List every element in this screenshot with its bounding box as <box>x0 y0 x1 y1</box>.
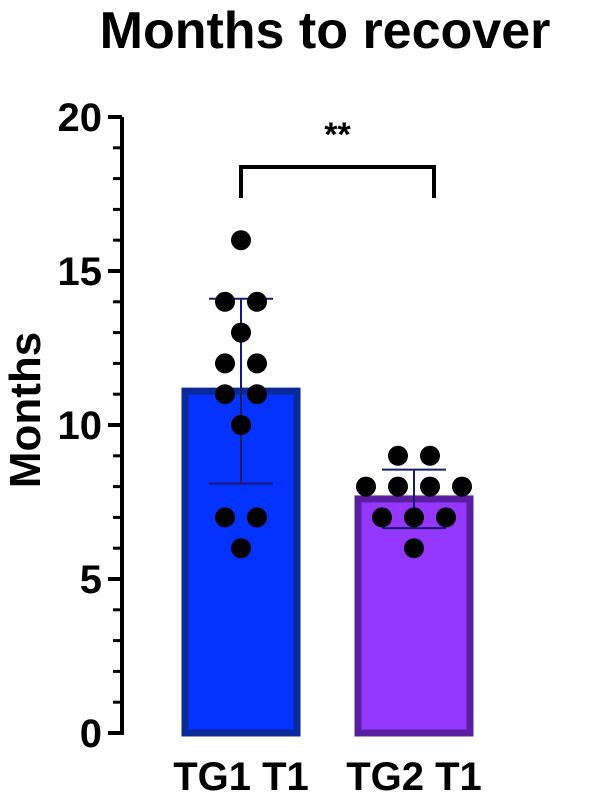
data-point <box>231 415 251 435</box>
data-point <box>388 445 408 466</box>
data-point <box>215 384 235 405</box>
y-tick-label: 5 <box>80 558 102 602</box>
data-point <box>247 507 267 528</box>
x-category-label: TG2 T1 <box>346 755 482 793</box>
chart-title: Months to recover <box>100 2 551 60</box>
bars <box>181 387 474 737</box>
data-point <box>436 507 456 528</box>
data-point <box>404 507 424 528</box>
data-point <box>420 476 440 497</box>
y-tick-label: 0 <box>80 712 102 756</box>
data-point <box>247 291 267 312</box>
data-point <box>404 538 424 559</box>
data-point <box>420 445 440 466</box>
x-axis-labels: TG1 T1 TG2 T1 <box>173 755 482 793</box>
significance-label: ** <box>324 116 351 154</box>
y-tick-label: 20 <box>58 96 103 140</box>
data-point <box>215 291 235 312</box>
significance-bracket <box>239 165 436 198</box>
significance-annotation: ** <box>239 116 436 198</box>
y-tick-label: 15 <box>58 250 103 294</box>
data-point <box>231 230 251 251</box>
data-point <box>247 384 267 405</box>
x-category-label: TG1 T1 <box>173 755 309 793</box>
y-tick-label: 10 <box>58 404 103 448</box>
data-point <box>356 476 376 497</box>
y-axis-label: Months <box>1 332 50 488</box>
data-point <box>215 507 235 528</box>
bar-2 <box>354 495 474 737</box>
data-point <box>231 538 251 559</box>
data-point <box>247 353 267 374</box>
data-points <box>215 230 472 559</box>
data-point <box>372 507 392 528</box>
data-point <box>452 476 472 497</box>
data-point <box>388 476 408 497</box>
y-axis: 0 5 10 15 20 <box>58 96 124 756</box>
data-point <box>215 353 235 374</box>
data-point <box>231 322 251 343</box>
